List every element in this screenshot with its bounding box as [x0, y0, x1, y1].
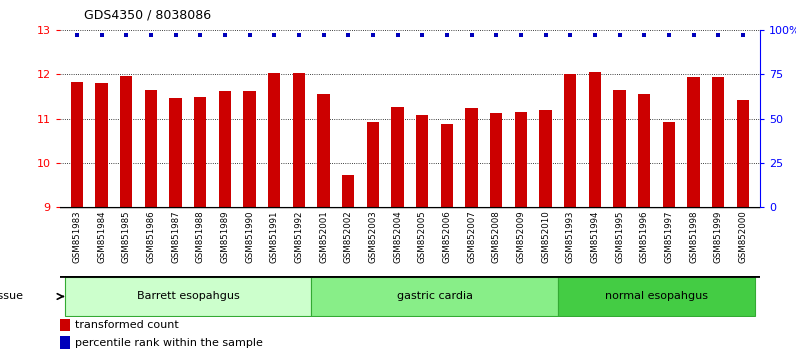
Text: GSM851989: GSM851989	[220, 211, 229, 263]
Bar	[342, 175, 354, 207]
Bar	[688, 76, 700, 207]
Bar	[416, 115, 428, 207]
Text: GSM851988: GSM851988	[196, 211, 205, 263]
Text: GSM852009: GSM852009	[517, 211, 525, 263]
Bar	[268, 74, 280, 207]
Text: GSM852007: GSM852007	[467, 211, 476, 263]
Text: GSM852004: GSM852004	[393, 211, 402, 263]
Bar	[392, 107, 404, 207]
Text: GSM852000: GSM852000	[739, 211, 747, 263]
Bar	[244, 91, 256, 207]
Text: GSM851993: GSM851993	[566, 211, 575, 263]
Text: GSM852003: GSM852003	[369, 211, 377, 263]
Text: percentile rank within the sample: percentile rank within the sample	[76, 338, 263, 348]
Text: Barrett esopahgus: Barrett esopahgus	[137, 291, 240, 302]
Text: tissue: tissue	[0, 291, 24, 302]
Bar	[318, 94, 330, 207]
Bar	[540, 110, 552, 207]
Text: GSM851996: GSM851996	[640, 211, 649, 263]
Bar	[64, 277, 311, 316]
Bar	[638, 94, 650, 207]
Bar	[515, 112, 527, 207]
Bar	[71, 82, 83, 207]
Text: GSM851983: GSM851983	[72, 211, 81, 263]
Text: GSM851999: GSM851999	[714, 211, 723, 263]
Text: normal esopahgus: normal esopahgus	[605, 291, 708, 302]
Text: GSM852001: GSM852001	[319, 211, 328, 263]
Text: GSM851991: GSM851991	[270, 211, 279, 263]
Text: GSM852002: GSM852002	[344, 211, 353, 263]
Text: transformed count: transformed count	[76, 320, 179, 330]
Bar	[194, 97, 206, 207]
Bar	[120, 76, 132, 207]
Text: GSM851990: GSM851990	[245, 211, 254, 263]
Bar	[614, 90, 626, 207]
Text: GSM851986: GSM851986	[146, 211, 155, 263]
Bar	[558, 277, 755, 316]
Text: GSM852010: GSM852010	[541, 211, 550, 263]
Bar	[490, 113, 502, 207]
Text: GSM851994: GSM851994	[591, 211, 599, 263]
Text: GSM852006: GSM852006	[443, 211, 451, 263]
Bar	[564, 74, 576, 207]
Bar	[737, 100, 749, 207]
Bar	[367, 122, 379, 207]
Text: GSM851995: GSM851995	[615, 211, 624, 263]
Text: GSM851992: GSM851992	[295, 211, 303, 263]
Text: GSM851998: GSM851998	[689, 211, 698, 263]
Bar	[311, 277, 558, 316]
Bar	[466, 108, 478, 207]
Bar	[60, 336, 70, 349]
Bar	[712, 76, 724, 207]
Bar	[293, 74, 305, 207]
Bar	[96, 83, 107, 207]
Bar	[663, 122, 675, 207]
Text: gastric cardia: gastric cardia	[396, 291, 473, 302]
Bar	[170, 98, 181, 207]
Bar	[219, 91, 231, 207]
Bar	[60, 319, 70, 331]
Text: GSM852008: GSM852008	[492, 211, 501, 263]
Bar	[589, 72, 601, 207]
Bar	[441, 124, 453, 207]
Text: GSM851985: GSM851985	[122, 211, 131, 263]
Bar	[145, 90, 157, 207]
Text: GDS4350 / 8038086: GDS4350 / 8038086	[84, 8, 211, 21]
Text: GSM851987: GSM851987	[171, 211, 180, 263]
Text: GSM851997: GSM851997	[665, 211, 673, 263]
Text: GSM852005: GSM852005	[418, 211, 427, 263]
Text: GSM851984: GSM851984	[97, 211, 106, 263]
